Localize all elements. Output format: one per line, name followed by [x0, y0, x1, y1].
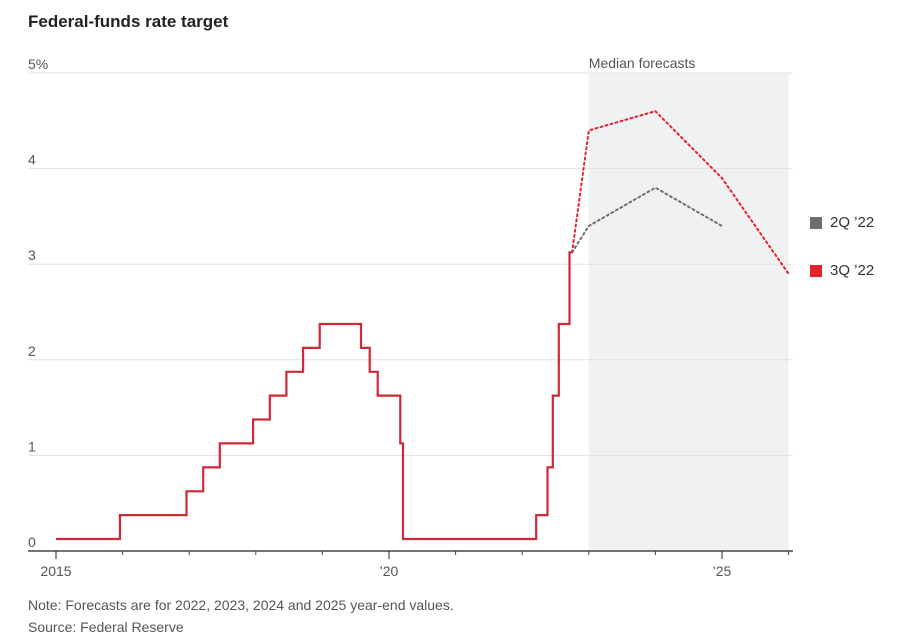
chart-title: Federal-funds rate target [28, 12, 229, 31]
y-tick-label-4: 4 [28, 152, 36, 168]
series-line-3q22 [571, 110, 790, 275]
series-line-actual [56, 251, 573, 541]
forecast-region [588, 73, 789, 551]
legend-label-2q22: 2Q ’22 [830, 214, 875, 231]
y-tick-label-2: 2 [28, 343, 36, 359]
y-tick-label-5: 5% [28, 56, 48, 72]
x-tick-label-2020: ’20 [380, 563, 399, 579]
series-line-2q22 [571, 186, 723, 254]
forecast-label: Median forecasts [589, 55, 696, 71]
chart-note: Note: Forecasts are for 2022, 2023, 2024… [28, 597, 454, 613]
legend-swatch-3q22 [810, 264, 822, 277]
legend-swatch-2q22 [810, 216, 822, 229]
y-tick-label-3: 3 [28, 247, 36, 263]
x-tick-label-2025: ’25 [713, 563, 732, 579]
chart-source: Source: Federal Reserve [28, 619, 184, 635]
x-tick-label-2015: 2015 [40, 563, 71, 579]
y-tick-label-0: 0 [28, 534, 36, 550]
legend-label-3q22: 3Q ’22 [830, 262, 875, 279]
legend-item-3q22: 3Q ’22 [810, 262, 874, 279]
y-tick-label-1: 1 [28, 438, 36, 454]
legend-item-2q22: 2Q ’22 [810, 214, 874, 231]
